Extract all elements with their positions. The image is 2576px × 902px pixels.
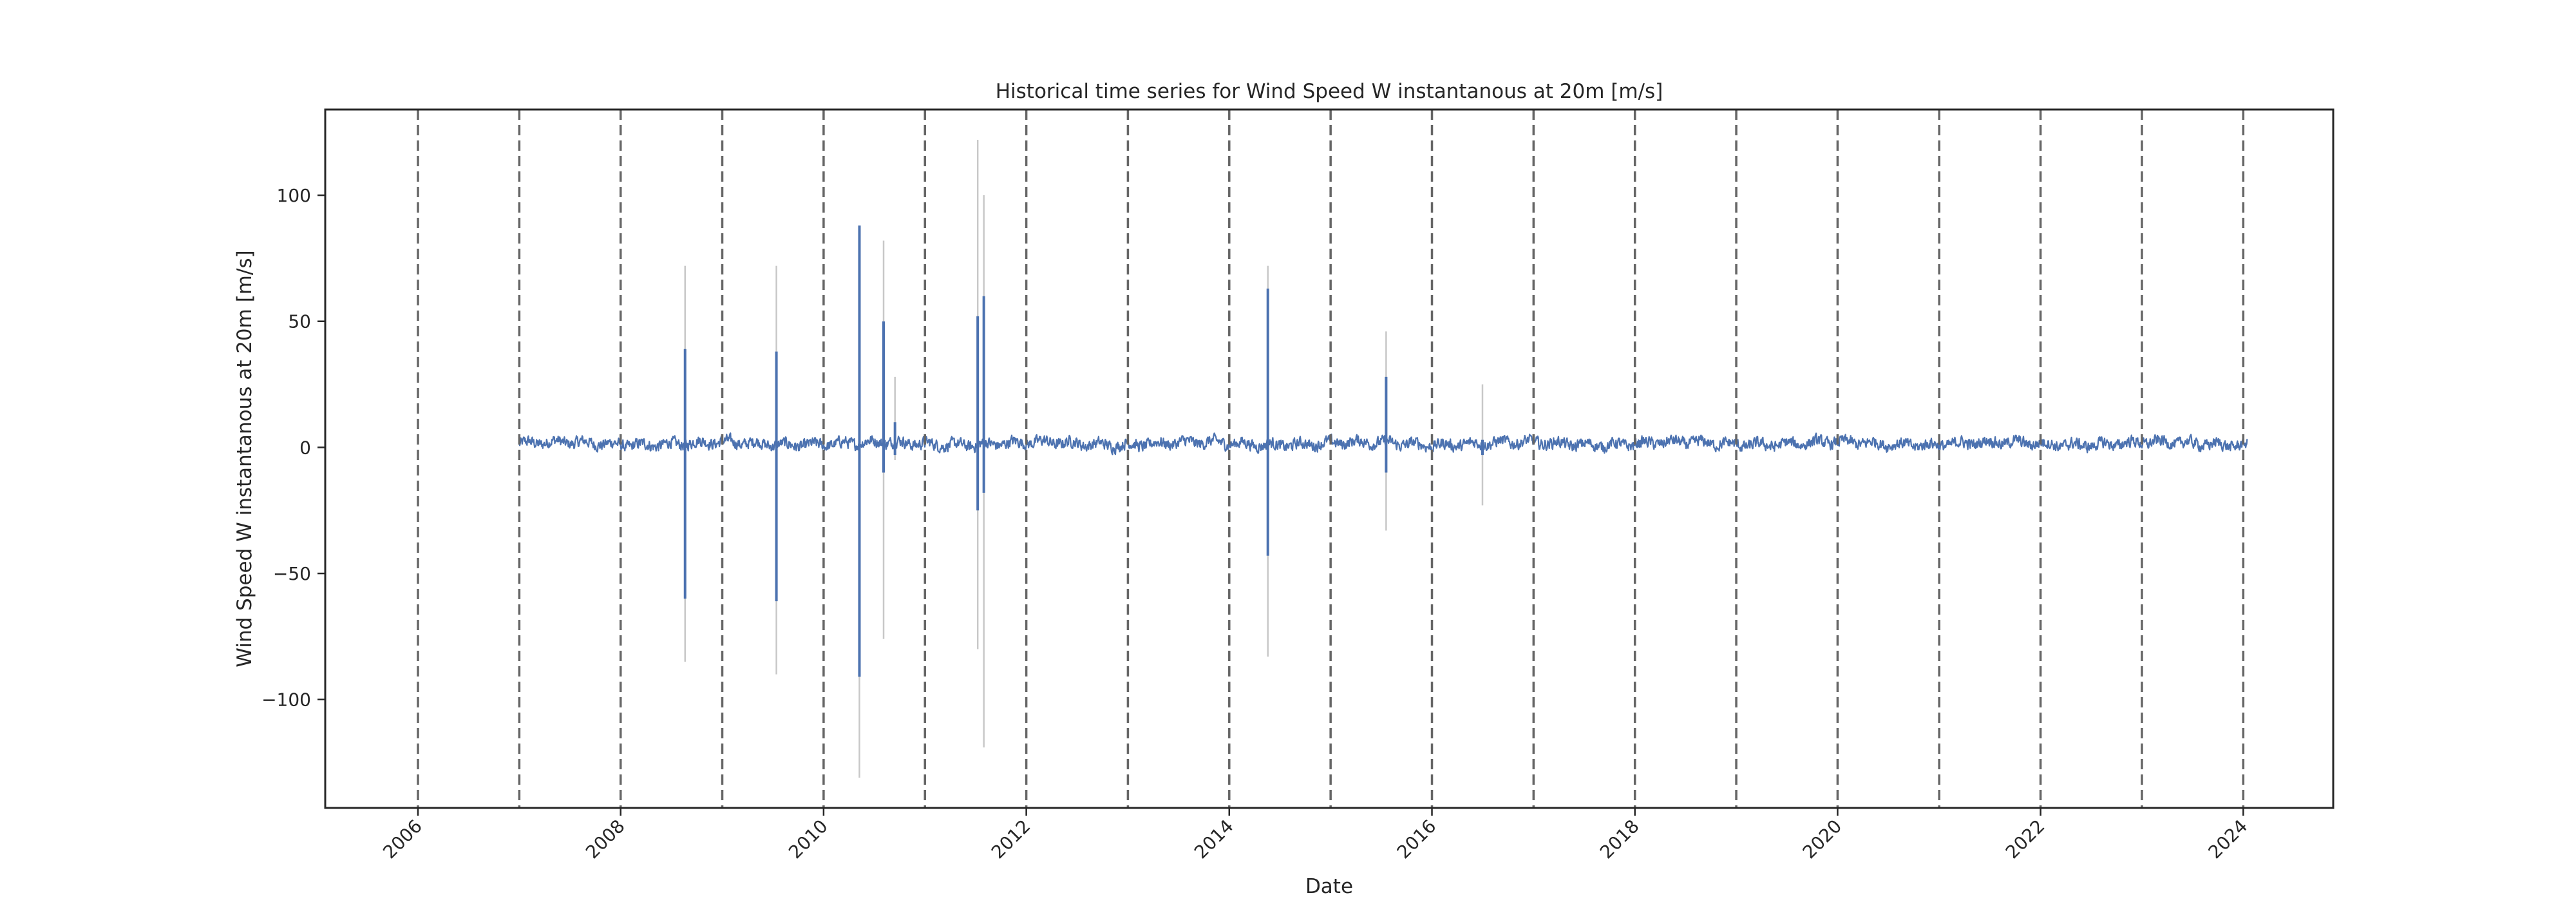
y-tick-label--50: −50 bbox=[273, 563, 311, 584]
x-tick-label-2012: 2012 bbox=[987, 816, 1035, 863]
y-axis: −100 −50 0 50 100 bbox=[261, 185, 325, 711]
x-axis-label: Date bbox=[1305, 875, 1353, 898]
x-axis: 2006 2008 2010 2012 2014 2016 2018 2020 2022 2024 bbox=[379, 808, 2251, 863]
y-tick-label-0: 0 bbox=[299, 437, 311, 458]
y-tick-label-100: 100 bbox=[277, 185, 311, 206]
x-tick-label-2010: 2010 bbox=[784, 816, 832, 863]
y-axis-label: Wind Speed W instantanous at 20m [m/s] bbox=[233, 250, 256, 667]
chart-title: Historical time series for Wind Speed W … bbox=[996, 80, 1663, 103]
x-tick-label-2008: 2008 bbox=[582, 816, 629, 863]
series-layer bbox=[518, 225, 2248, 677]
x-tick-label-2024: 2024 bbox=[2204, 816, 2252, 863]
plot-frame bbox=[324, 108, 2334, 809]
year-lines bbox=[417, 110, 2245, 808]
x-tick-label-2016: 2016 bbox=[1393, 816, 1441, 863]
range-bands bbox=[684, 139, 1484, 778]
x-tick-label-2006: 2006 bbox=[379, 816, 426, 863]
y-tick-label-50: 50 bbox=[288, 311, 311, 332]
y-tick-label--100: −100 bbox=[261, 689, 311, 711]
series-line bbox=[518, 432, 2248, 456]
x-tick-label-2022: 2022 bbox=[2002, 816, 2049, 863]
x-tick-label-2014: 2014 bbox=[1190, 816, 1238, 863]
x-tick-label-2020: 2020 bbox=[1799, 816, 1846, 863]
x-tick-label-2018: 2018 bbox=[1596, 816, 1643, 863]
